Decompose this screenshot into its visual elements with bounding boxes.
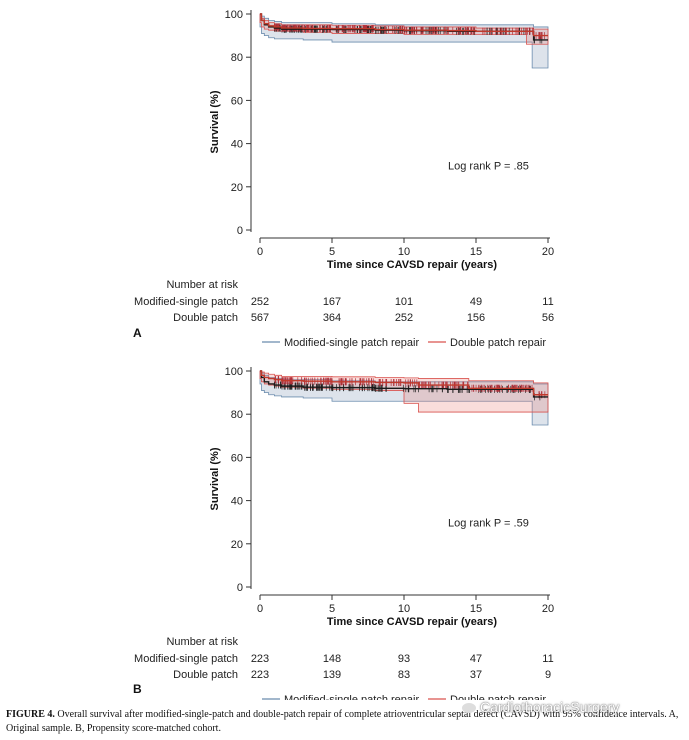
risk-table-title: Number at risk (166, 636, 238, 648)
x-tick-label: 10 (398, 603, 410, 615)
risk-value: 567 (251, 312, 269, 324)
y-axis-label: Survival (%) (209, 90, 221, 153)
x-tick-label: 15 (470, 603, 482, 615)
y-tick-label: 80 (231, 409, 243, 421)
risk-row-label: Modified-single patch (134, 653, 238, 665)
risk-value: 156 (467, 312, 485, 324)
x-tick-label: 5 (329, 246, 335, 258)
y-tick-label: 0 (237, 225, 243, 237)
y-tick-label: 0 (237, 582, 243, 594)
x-tick-label: 5 (329, 603, 335, 615)
risk-value: 167 (323, 296, 341, 308)
risk-value: 101 (395, 296, 413, 308)
x-tick-label: 15 (470, 246, 482, 258)
legend-label: Modified-single patch repair (284, 694, 419, 700)
y-tick-label: 40 (231, 139, 243, 151)
y-tick-label: 40 (231, 496, 243, 508)
risk-row-label: Double patch (173, 312, 238, 324)
risk-table-title: Number at risk (166, 279, 238, 291)
panel-label: A (133, 326, 142, 340)
x-axis-label: Time since CAVSD repair (years) (327, 259, 498, 271)
risk-value: 139 (323, 669, 341, 681)
y-tick-label: 100 (225, 9, 243, 21)
watermark: CardiothoracicSurgery (462, 699, 619, 715)
risk-value: 93 (398, 653, 410, 665)
survival-line-double (260, 370, 548, 396)
risk-row-label: Double patch (173, 669, 238, 681)
risk-value: 223 (251, 653, 269, 665)
risk-value: 49 (470, 296, 482, 308)
legend-label: Double patch repair (450, 694, 546, 700)
ci-band-modified-single (259, 13, 549, 69)
panel-b: 0 20 40 60 80 100 0 5 10 15 20 Time since CAVSD rep… (133, 366, 554, 700)
risk-value: 11 (542, 296, 553, 308)
y-tick-label: 60 (231, 95, 243, 107)
risk-value: 83 (398, 669, 410, 681)
x-tick-label: 0 (257, 246, 263, 258)
y-tick-label: 20 (231, 539, 243, 551)
risk-value: 252 (251, 296, 269, 308)
risk-value: 252 (395, 312, 413, 324)
log-rank-annotation: Log rank P = .85 (448, 161, 529, 173)
legend-label: Double patch repair (450, 337, 546, 349)
survival-line-double (260, 13, 548, 37)
panel-a: 0 20 40 60 80 100 0 5 10 15 20 Time since CAVSD rep… (133, 9, 554, 349)
risk-value: 11 (542, 653, 553, 665)
y-tick-label: 80 (231, 52, 243, 64)
risk-value: 148 (323, 653, 341, 665)
risk-value: 56 (542, 312, 554, 324)
caption-label: FIGURE 4. (6, 709, 55, 720)
panel-label: B (133, 682, 142, 696)
x-tick-label: 10 (398, 246, 410, 258)
y-tick-label: 60 (231, 452, 243, 464)
y-tick-label: 100 (225, 366, 243, 378)
risk-value: 364 (323, 312, 341, 324)
y-tick-label: 20 (231, 182, 243, 194)
risk-value: 9 (545, 669, 551, 681)
log-rank-annotation: Log rank P = .59 (448, 518, 529, 530)
y-axis-label: Survival (%) (209, 447, 221, 510)
risk-row-label: Modified-single patch (134, 296, 238, 308)
x-tick-label: 0 (257, 603, 263, 615)
x-axis-label: Time since CAVSD repair (years) (327, 616, 498, 628)
caption-text: Overall survival after modified-single-p… (6, 709, 679, 734)
legend-label: Modified-single patch repair (284, 337, 419, 349)
x-tick-label: 20 (542, 603, 554, 615)
watermark-text: CardiothoracicSurgery (480, 699, 620, 715)
risk-value: 47 (470, 653, 482, 665)
x-tick-label: 20 (542, 246, 554, 258)
risk-value: 223 (251, 669, 269, 681)
wechat-icon (462, 703, 476, 714)
risk-value: 37 (470, 669, 482, 681)
survival-line-modified-single (260, 370, 548, 398)
figure-caption: FIGURE 4. Overall survival after modifie… (6, 708, 686, 736)
